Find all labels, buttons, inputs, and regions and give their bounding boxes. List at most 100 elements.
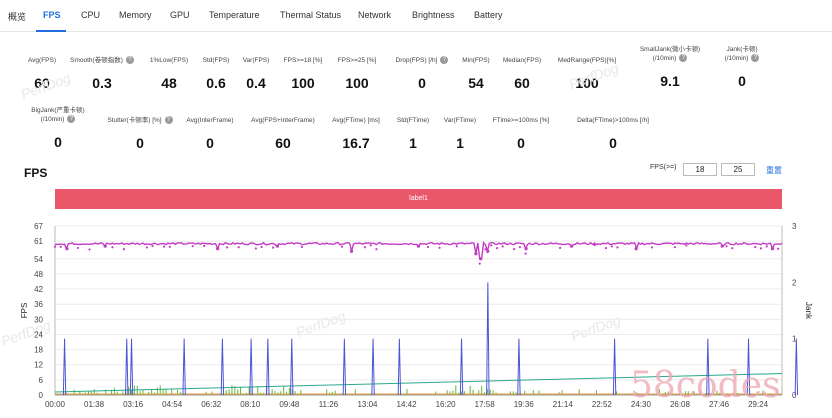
fps-point (759, 247, 763, 250)
jank-spike (125, 338, 129, 396)
help-icon[interactable]: ? (164, 116, 173, 125)
metric-label: Avg(InterFrame) (186, 117, 234, 124)
label-bar[interactable]: label1 (55, 189, 782, 209)
help-icon[interactable]: ? (67, 115, 76, 124)
metric-value: 54 (468, 75, 484, 91)
help-icon[interactable]: ? (125, 56, 134, 65)
reset-button[interactable]: 重置 (766, 166, 782, 175)
x-tick-label: 13:04 (357, 400, 378, 409)
help-icon[interactable]: ? (679, 54, 688, 63)
jank-spike (612, 338, 617, 396)
metric-fps-18: FPS>=18 [%] 100 (243, 56, 363, 91)
tab-cpu[interactable]: CPU (81, 10, 101, 20)
fps-dip-point (216, 247, 220, 251)
metric-value: 0 (609, 135, 617, 151)
metric-label: SmallJank(微小卡顿) (639, 46, 701, 53)
y-tick-label: 6 (39, 376, 44, 385)
fps-point (162, 245, 166, 248)
metric-value: 0 (418, 75, 426, 91)
help-icon[interactable]: ? (751, 54, 760, 63)
y-tick-label: 12 (34, 361, 43, 370)
jank-spike (249, 338, 253, 396)
x-tick-label: 27:46 (709, 400, 730, 409)
metric-label: Median(FPS) (502, 57, 542, 64)
help-icon[interactable]: ? (440, 56, 449, 65)
fps-point (685, 244, 688, 247)
y-tick-label: 36 (34, 300, 43, 309)
fps-point (616, 246, 619, 249)
chart-title: FPS (24, 166, 48, 180)
fps-point (777, 247, 780, 250)
tab-memory[interactable]: Memory (119, 10, 152, 20)
tab-brightness[interactable]: Brightness (412, 10, 455, 20)
tab-gpu[interactable]: GPU (170, 10, 190, 20)
fps-point (111, 246, 114, 249)
metric-jank: Jank(卡顿) (/10min)? 0 (682, 45, 802, 89)
y-tick-label: 42 (34, 285, 43, 294)
y-tick-label: 67 (34, 222, 43, 231)
fps-point (122, 248, 125, 251)
metric-std-fps: Std(FPS) 0.6 (156, 56, 276, 91)
fps-point (725, 245, 728, 248)
metric-smooth: Smooth(卷顿指数)? 0.3 (42, 56, 162, 91)
y2-tick-label: 2 (792, 278, 797, 287)
metric-label: FPS>=18 [%] (283, 57, 323, 64)
metric-ftime-100ms: FTime>=100ms [%] 0 (461, 116, 581, 151)
y2-axis-title: Jank (804, 302, 813, 320)
metric-big-jank: BigJank(严重卡顿) (/10min)? 0 (0, 106, 118, 150)
fps-point (754, 245, 757, 249)
fps-point (495, 246, 499, 250)
y-tick-label: 61 (34, 237, 43, 246)
fps-point (53, 245, 57, 248)
fps-point (593, 243, 596, 247)
tab-overview[interactable]: 概览 (8, 12, 27, 22)
fps-point (168, 245, 171, 248)
x-tick-label: 14:42 (397, 400, 418, 409)
metric-value: 0 (738, 73, 746, 89)
metric-std-ftime: Std(FTime) 1 (353, 116, 473, 151)
site-watermark-logo: 58codes (630, 365, 781, 406)
jank-spike (746, 338, 751, 396)
metric-avg-ftime: Avg(FTime) [ms] 16.7 (296, 116, 416, 151)
fps-threshold-input-1[interactable] (683, 163, 717, 176)
metric-label-unit: (/10min) (652, 55, 677, 62)
metric-label: MedRange(FPS)[%] (557, 57, 617, 64)
tab-fps[interactable]: FPS (43, 10, 61, 20)
metric-value: 16.7 (342, 135, 370, 151)
jank-spike (342, 338, 347, 396)
metric-label: Jank(卡顿) (726, 46, 758, 53)
fps-point (369, 244, 372, 247)
fps-point (558, 246, 562, 249)
x-tick-label: 06:32 (201, 400, 222, 409)
jank-spike (220, 338, 225, 396)
y-tick-label: 54 (34, 255, 43, 264)
metric-1-percent-low: 1%Low(FPS) 48 (109, 56, 229, 91)
metric-min-fps: Min(FPS) 54 (416, 56, 536, 91)
metric-label: Stutter(卡顿率) [%] (107, 117, 162, 124)
metric-avg-interframe: Avg(InterFrame) 0 (150, 116, 270, 151)
y-tick-label: 30 (34, 315, 43, 324)
metric-value: 0 (206, 135, 214, 151)
x-tick-label: 19:36 (514, 400, 535, 409)
metric-value: 9.1 (660, 73, 680, 89)
metric-value: 0.4 (246, 75, 266, 91)
metric-drop-fps: Drop(FPS) [/h]? 0 (362, 56, 482, 91)
x-tick-label: 22:52 (592, 400, 613, 409)
tab-temperature[interactable]: Temperature (209, 10, 260, 20)
metric-value: 0 (136, 135, 144, 151)
fps-point (300, 245, 303, 249)
jank-spike (459, 338, 464, 396)
metric-value: 1 (456, 135, 464, 151)
fps-threshold-input-2[interactable] (721, 163, 755, 176)
fps-point (340, 245, 344, 248)
metric-label: Smooth(卷顿指数) (70, 57, 123, 64)
fps-dip-point (479, 257, 483, 261)
tab-network[interactable]: Network (358, 10, 392, 20)
fps-point (88, 248, 91, 251)
tab-thermal-status[interactable]: Thermal Status (280, 10, 342, 20)
tab-battery[interactable]: Battery (474, 10, 503, 20)
tab-bar: 概览 FPS CPU Memory GPU Temperature Therma… (0, 0, 832, 32)
fps-point (254, 247, 257, 250)
fps-point (260, 245, 263, 248)
